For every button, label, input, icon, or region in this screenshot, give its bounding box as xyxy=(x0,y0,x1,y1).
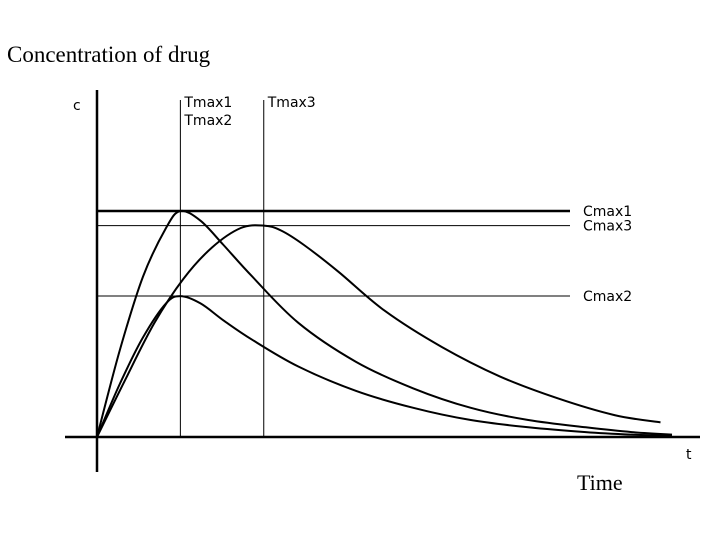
x-caption: Time xyxy=(577,470,623,495)
tmax-label: Tmax2 xyxy=(183,113,232,129)
tmax-label: Tmax1 xyxy=(183,95,232,111)
x-axis-label: t xyxy=(686,447,692,463)
tmax-label: Tmax3 xyxy=(267,95,316,111)
curves xyxy=(96,209,673,438)
cmax-label: Cmax2 xyxy=(583,289,632,305)
y-axis-label: c xyxy=(73,98,81,114)
curve-1 xyxy=(96,209,673,438)
cmax-label: Cmax3 xyxy=(583,219,632,235)
curve-2 xyxy=(96,295,673,438)
cmax-label: Cmax1 xyxy=(583,204,632,220)
axes: c t xyxy=(65,90,700,472)
curve-3 xyxy=(96,224,661,438)
chart-title: Concentration of drug xyxy=(7,42,211,67)
